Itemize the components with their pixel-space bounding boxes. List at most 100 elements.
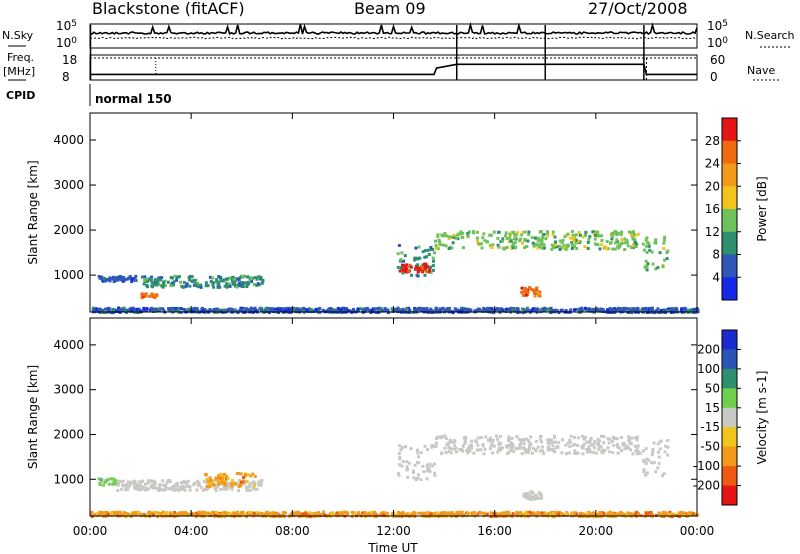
- power-cell: [663, 258, 667, 262]
- power-colorbar-label: 24: [705, 157, 720, 171]
- power-cell: [508, 236, 512, 240]
- power-cell: [94, 307, 98, 311]
- velocity-cell: [581, 452, 585, 456]
- power-cell: [528, 286, 532, 290]
- velocity-cell: [401, 511, 405, 515]
- velocity-cell: [260, 479, 264, 482]
- power-cell: [504, 234, 508, 238]
- velocity-cell: [488, 438, 492, 442]
- velocity-cell: [249, 512, 253, 516]
- velocity-cell: [282, 511, 286, 514]
- velocity-cell: [479, 511, 483, 515]
- power-cell: [560, 246, 564, 250]
- velocity-cell: [379, 511, 383, 515]
- power-cell: [405, 306, 409, 310]
- power-cell: [406, 269, 410, 273]
- velocity-cell: [225, 474, 229, 478]
- power-cell: [239, 281, 243, 284]
- power-cell: [546, 307, 550, 311]
- power-cell: [448, 307, 452, 310]
- power-cell: [238, 284, 242, 288]
- velocity-cell: [554, 445, 558, 449]
- velocity-cell: [504, 513, 508, 517]
- velocity-cell: [461, 449, 465, 453]
- power-cell: [533, 290, 537, 294]
- velocity-cell: [339, 512, 343, 516]
- power-cell: [516, 311, 520, 315]
- power-cell: [577, 307, 581, 311]
- power-cell: [620, 230, 624, 234]
- nave-tick-high: 60: [710, 53, 725, 67]
- velocity-cell: [170, 488, 174, 492]
- power-cell: [245, 281, 249, 285]
- velocity-cell: [635, 510, 639, 514]
- velocity-cell: [190, 512, 194, 516]
- velocity-cell: [495, 434, 498, 438]
- velocity-cell: [322, 510, 325, 514]
- velocity-cell: [564, 443, 568, 447]
- power-cell: [538, 245, 542, 248]
- velocity-cell: [101, 478, 105, 482]
- power-cell: [667, 309, 671, 313]
- velocity-cell: [125, 512, 129, 516]
- velocity-colorbar-segment: [722, 349, 737, 370]
- velocity-cell: [156, 511, 160, 515]
- velocity-cell: [330, 512, 334, 516]
- velocity-cell: [116, 483, 120, 487]
- velocity-cell: [512, 450, 516, 453]
- power-cell: [538, 294, 542, 298]
- power-cell: [421, 250, 425, 254]
- velocity-cell: [450, 511, 454, 515]
- velocity-cell: [455, 450, 459, 454]
- velocity-cell: [534, 440, 538, 443]
- velocity-cell: [417, 511, 421, 515]
- power-cell: [644, 307, 648, 311]
- velocity-ylabel: Slant Range [km]: [26, 365, 40, 469]
- power-cell: [318, 306, 322, 310]
- power-cell: [447, 237, 451, 240]
- velocity-colorbar-label: 200: [697, 342, 720, 356]
- velocity-cell: [666, 445, 670, 449]
- power-cell: [481, 236, 485, 240]
- velocity-cell: [535, 497, 539, 500]
- power-cell: [497, 230, 500, 234]
- power-cell: [120, 275, 123, 279]
- velocity-cell: [265, 512, 269, 516]
- velocity-cell: [540, 496, 544, 500]
- velocity-cell: [476, 443, 480, 447]
- power-cell: [130, 279, 134, 283]
- velocity-cell: [432, 462, 436, 466]
- date-label: 27/Oct/2008: [588, 0, 688, 18]
- velocity-cell: [416, 451, 420, 455]
- velocity-cell: [470, 439, 474, 443]
- velocity-cell: [538, 449, 542, 453]
- velocity-cell: [593, 440, 597, 444]
- velocity-cell: [246, 488, 250, 492]
- velocity-cell: [482, 452, 486, 456]
- velocity-cell: [227, 511, 231, 515]
- power-cell: [538, 238, 542, 242]
- power-cell: [445, 234, 449, 238]
- power-cell: [166, 280, 170, 284]
- power-cell: [433, 251, 436, 255]
- power-cell: [436, 235, 440, 239]
- power-cell: [423, 249, 427, 253]
- velocity-cell: [173, 511, 177, 514]
- velocity-cell: [532, 496, 536, 500]
- power-cell: [217, 281, 221, 285]
- power-cell: [645, 251, 649, 254]
- power-cell: [417, 245, 421, 249]
- power-cell: [423, 263, 427, 267]
- velocity-cell: [404, 445, 408, 449]
- velocity-cell: [520, 452, 524, 456]
- power-cell: [393, 307, 397, 311]
- velocity-ytick-label: 1000: [53, 472, 84, 486]
- power-cell: [625, 239, 629, 243]
- power-cell: [482, 306, 486, 310]
- velocity-cell: [217, 474, 220, 478]
- power-cell: [434, 306, 438, 310]
- power-cell: [156, 280, 160, 284]
- power-cell: [574, 241, 578, 245]
- velocity-cell: [489, 444, 493, 448]
- velocity-cell: [522, 442, 526, 446]
